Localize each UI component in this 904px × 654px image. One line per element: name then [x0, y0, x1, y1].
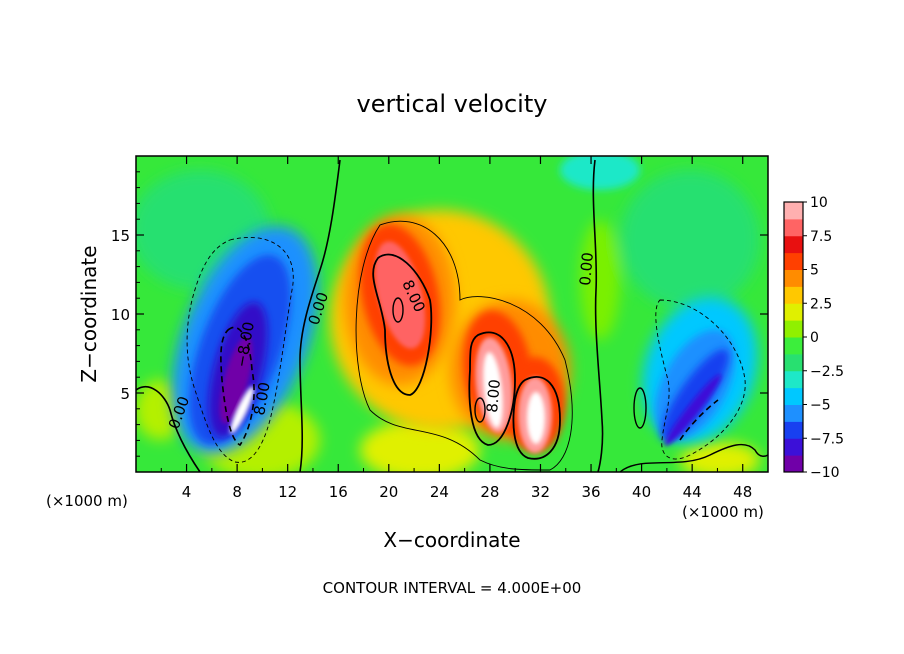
lower-contour — [619, 443, 768, 472]
chart-title: vertical velocity — [357, 90, 548, 118]
colorbar-segment — [784, 370, 803, 389]
colorbar: 10 7.5 5 2.5 0 −2.5 −5 −7.5 −10 — [783, 195, 844, 481]
colorbar-segment — [784, 269, 803, 287]
colorbar-segment — [784, 387, 803, 405]
colorbar-segment — [784, 286, 803, 304]
x-tick-label: 44 — [683, 483, 702, 501]
y-unit-label: (×1000 m) — [46, 492, 128, 510]
zero-contour-left — [136, 386, 201, 472]
x-tick-label: 20 — [379, 483, 398, 501]
contour-lines — [136, 159, 768, 472]
x-unit-label: (×1000 m) — [682, 503, 764, 521]
colorbar-label: −2.5 — [810, 364, 844, 380]
x-tick-label: 4 — [182, 483, 192, 501]
x-tick-label: 28 — [480, 483, 499, 501]
colorbar-segment — [784, 404, 803, 422]
downdraft-right — [560, 156, 758, 446]
colorbar-segment — [784, 235, 803, 254]
y-tick-label: 5 — [120, 385, 130, 403]
minus4-contour-right — [655, 299, 746, 460]
y-axis-ticks: 5 10 15 — [111, 171, 768, 457]
zero-contour-center — [299, 159, 341, 472]
y-axis-title: Z−coordinate — [77, 245, 101, 382]
colorbar-label: 0 — [810, 330, 819, 346]
x-tick-label: 12 — [278, 483, 297, 501]
colorbar-segment — [784, 303, 803, 321]
plus8-contour-2 — [468, 331, 516, 446]
zero-contour-right — [592, 159, 604, 472]
downdraft-left — [172, 226, 318, 454]
x-tick-label: 24 — [430, 483, 449, 501]
plus8-contour-1 — [372, 253, 433, 396]
small-contour-b — [633, 387, 647, 429]
colorbar-segment — [784, 320, 803, 338]
colorbar-segment — [784, 337, 803, 355]
colorbar-segment — [784, 421, 803, 439]
x-axis-ticks: 4 8 12 16 20 24 28 32 36 40 44 48 — [160, 156, 752, 501]
colorbar-segment — [784, 353, 803, 372]
small-contour-a — [392, 297, 404, 323]
minus8-contour-left — [220, 326, 255, 447]
x-tick-label: 48 — [733, 483, 752, 501]
contour-interval-note: CONTOUR INTERVAL = 4.000E+00 — [323, 579, 582, 597]
x-axis-title: X−coordinate — [383, 528, 520, 552]
x-tick-label: 36 — [581, 483, 600, 501]
minus8-contour-right — [679, 399, 719, 441]
x-tick-label: 40 — [632, 483, 651, 501]
contour-label: 8.00 — [483, 379, 504, 414]
colorbar-label: 10 — [810, 195, 828, 211]
minus4-contour-left — [186, 237, 294, 463]
colorbar-label: −5 — [810, 398, 831, 414]
colorbar-label: 2.5 — [810, 296, 832, 312]
small-contour-c — [474, 397, 486, 423]
x-tick-label: 16 — [329, 483, 348, 501]
velocity-field — [136, 156, 768, 472]
x-tick-label: 32 — [531, 483, 550, 501]
colorbar-segment — [784, 438, 803, 456]
y-tick-label: 10 — [111, 306, 130, 324]
y-tick-label: 15 — [111, 227, 130, 245]
colorbar-label: 7.5 — [810, 229, 832, 245]
colorbar-label: −7.5 — [810, 431, 844, 447]
colorbar-segment — [784, 202, 803, 220]
updraft-outline — [355, 220, 573, 471]
x-tick-label: 8 — [232, 483, 242, 501]
contour-label: 0.00 — [576, 252, 597, 287]
plus8-contour-3 — [512, 376, 561, 460]
updraft-complex — [330, 210, 570, 453]
colorbar-label: −10 — [810, 465, 840, 481]
contour-label: 8.00 — [250, 381, 274, 417]
colorbar-segment — [784, 455, 803, 473]
colorbar-segment — [784, 218, 803, 237]
colorbar-label: 5 — [810, 263, 819, 279]
colorbar-segment — [784, 252, 803, 270]
